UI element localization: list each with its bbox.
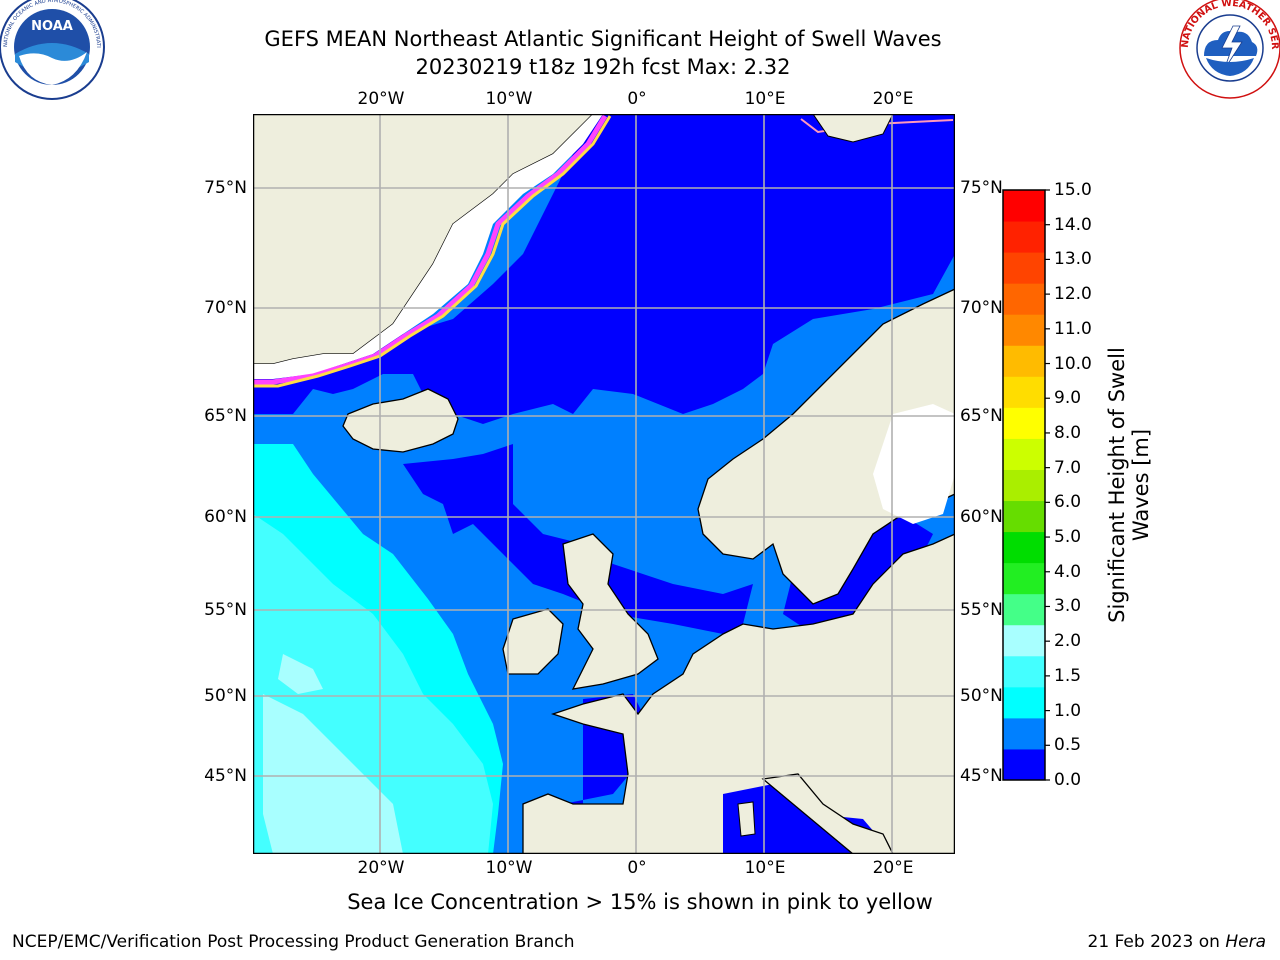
colorbar-tick-label: 2.0 bbox=[1054, 631, 1082, 652]
lat-label-right-65n: 65°N bbox=[960, 406, 1003, 426]
britain-land bbox=[562, 533, 659, 690]
colorbar-tick-label: 9.0 bbox=[1054, 388, 1082, 409]
ice-free-zone bbox=[253, 114, 603, 379]
colorbar-swatch bbox=[1003, 562, 1045, 595]
datestamp: 21 Feb 2023 on Hera bbox=[1088, 932, 1266, 952]
lon-label-top-10e: 10°E bbox=[744, 89, 786, 109]
sea-ice-note: Sea Ice Concentration > 15% is shown in … bbox=[347, 890, 933, 914]
chart-subtitle: 20230219 t18z 192h fcst Max: 2.32 bbox=[415, 55, 791, 79]
colorbar-tick-label: 5.0 bbox=[1054, 527, 1082, 548]
colorbar-tick-label: 15.0 bbox=[1054, 180, 1092, 200]
colorbar-tick-label: 13.0 bbox=[1054, 249, 1092, 270]
colorbar-tick-label: 0.0 bbox=[1054, 770, 1082, 790]
colorbar-tick-label: 1.0 bbox=[1054, 700, 1082, 721]
colorbar-swatch bbox=[1003, 469, 1045, 502]
scandinavia-land bbox=[697, 288, 955, 605]
lon-label-bottom-10e: 10°E bbox=[744, 858, 786, 878]
colorbar-swatch bbox=[1003, 686, 1045, 719]
lat-label-left-55n: 55°N bbox=[204, 600, 247, 620]
colorbar-tick-label: 12.0 bbox=[1054, 284, 1092, 305]
lat-label-left-45n: 45°N bbox=[204, 766, 247, 786]
lon-label-top-0: 0° bbox=[627, 89, 647, 109]
ireland-land bbox=[502, 608, 564, 675]
lon-label-top-10w: 10°W bbox=[485, 89, 533, 109]
lon-label-bottom-20w: 20°W bbox=[357, 858, 405, 878]
chart-title: GEFS MEAN Northeast Atlantic Significant… bbox=[264, 27, 942, 51]
europe-land bbox=[522, 533, 955, 854]
colorbar-swatch bbox=[1003, 376, 1045, 408]
lat-label-right-50n: 50°N bbox=[960, 686, 1003, 706]
lat-label-right-75n: 75°N bbox=[960, 178, 1003, 198]
colorbar-swatch bbox=[1003, 283, 1045, 315]
lat-label-left-70n: 70°N bbox=[204, 298, 247, 318]
colorbar-swatch bbox=[1003, 500, 1045, 533]
lat-label-left-65n: 65°N bbox=[204, 406, 247, 426]
graticule bbox=[253, 114, 955, 854]
italy-land bbox=[761, 773, 894, 854]
colorbar-swatch bbox=[1003, 252, 1045, 284]
lon-label-bottom-10w: 10°W bbox=[485, 858, 533, 878]
colorbar-swatch bbox=[1003, 717, 1045, 750]
colorbar bbox=[1002, 189, 1050, 781]
lat-label-left-60n: 60°N bbox=[204, 507, 247, 527]
swell-height-map bbox=[253, 114, 955, 854]
colorbar-tick-label: 14.0 bbox=[1054, 214, 1092, 235]
iceland-land bbox=[342, 388, 459, 453]
swell-band-0-05 bbox=[253, 114, 955, 424]
colorbar-tick-label: 10.0 bbox=[1054, 353, 1092, 374]
colorbar-swatch bbox=[1003, 593, 1045, 626]
lon-label-top-20e: 20°E bbox=[872, 89, 914, 109]
colorbar-tick-label: 6.0 bbox=[1054, 492, 1082, 513]
colorbar-tick-label: 3.0 bbox=[1054, 596, 1082, 617]
nws-logo: NATIONAL WEATHER SERVICE bbox=[1178, 0, 1280, 99]
lat-label-right-55n: 55°N bbox=[960, 600, 1003, 620]
colorbar-tick-label: 7.0 bbox=[1054, 457, 1082, 478]
lat-label-left-75n: 75°N bbox=[204, 178, 247, 198]
colorbar-swatch bbox=[1003, 624, 1045, 657]
lat-label-left-50n: 50°N bbox=[204, 686, 247, 706]
swell-band-2-3 bbox=[263, 694, 403, 854]
lat-label-right-60n: 60°N bbox=[960, 507, 1003, 527]
colorbar-swatch bbox=[1003, 345, 1045, 377]
noaa-logo-text: NOAA bbox=[31, 19, 73, 34]
lon-label-bottom-0: 0° bbox=[627, 858, 647, 878]
colorbar-swatch bbox=[1003, 221, 1045, 253]
colorbar-tick-label: 11.0 bbox=[1054, 318, 1092, 339]
colorbar-swatch bbox=[1003, 438, 1045, 470]
lon-label-top-20w: 20°W bbox=[357, 89, 405, 109]
datestamp-date: 21 Feb 2023 on bbox=[1087, 932, 1226, 952]
colorbar-swatch bbox=[1003, 407, 1045, 439]
colorbar-swatch bbox=[1003, 531, 1045, 564]
colorbar-tick-label: 1.5 bbox=[1054, 665, 1082, 686]
colorbar-title: Significant Height of Swell Waves [m] bbox=[1105, 347, 1153, 623]
lon-label-bottom-20e: 20°E bbox=[872, 858, 914, 878]
colorbar-swatch bbox=[1003, 655, 1045, 688]
colorbar-tick-label: 4.0 bbox=[1054, 561, 1082, 582]
colorbar-swatch bbox=[1003, 190, 1045, 222]
credit-text: NCEP/EMC/Verification Post Processing Pr… bbox=[12, 932, 575, 952]
noaa-logo: NOAA NATIONAL OCEANIC AND ATMOSPHERIC AD… bbox=[0, 0, 105, 100]
colorbar-swatch bbox=[1003, 314, 1045, 346]
colorbar-tick-label: 8.0 bbox=[1054, 422, 1082, 443]
lat-label-right-45n: 45°N bbox=[960, 766, 1003, 786]
colorbar-tick-label: 0.5 bbox=[1054, 735, 1082, 756]
lat-label-right-70n: 70°N bbox=[960, 298, 1003, 318]
datestamp-host: Hera bbox=[1225, 932, 1266, 952]
colorbar-swatch bbox=[1003, 748, 1045, 781]
